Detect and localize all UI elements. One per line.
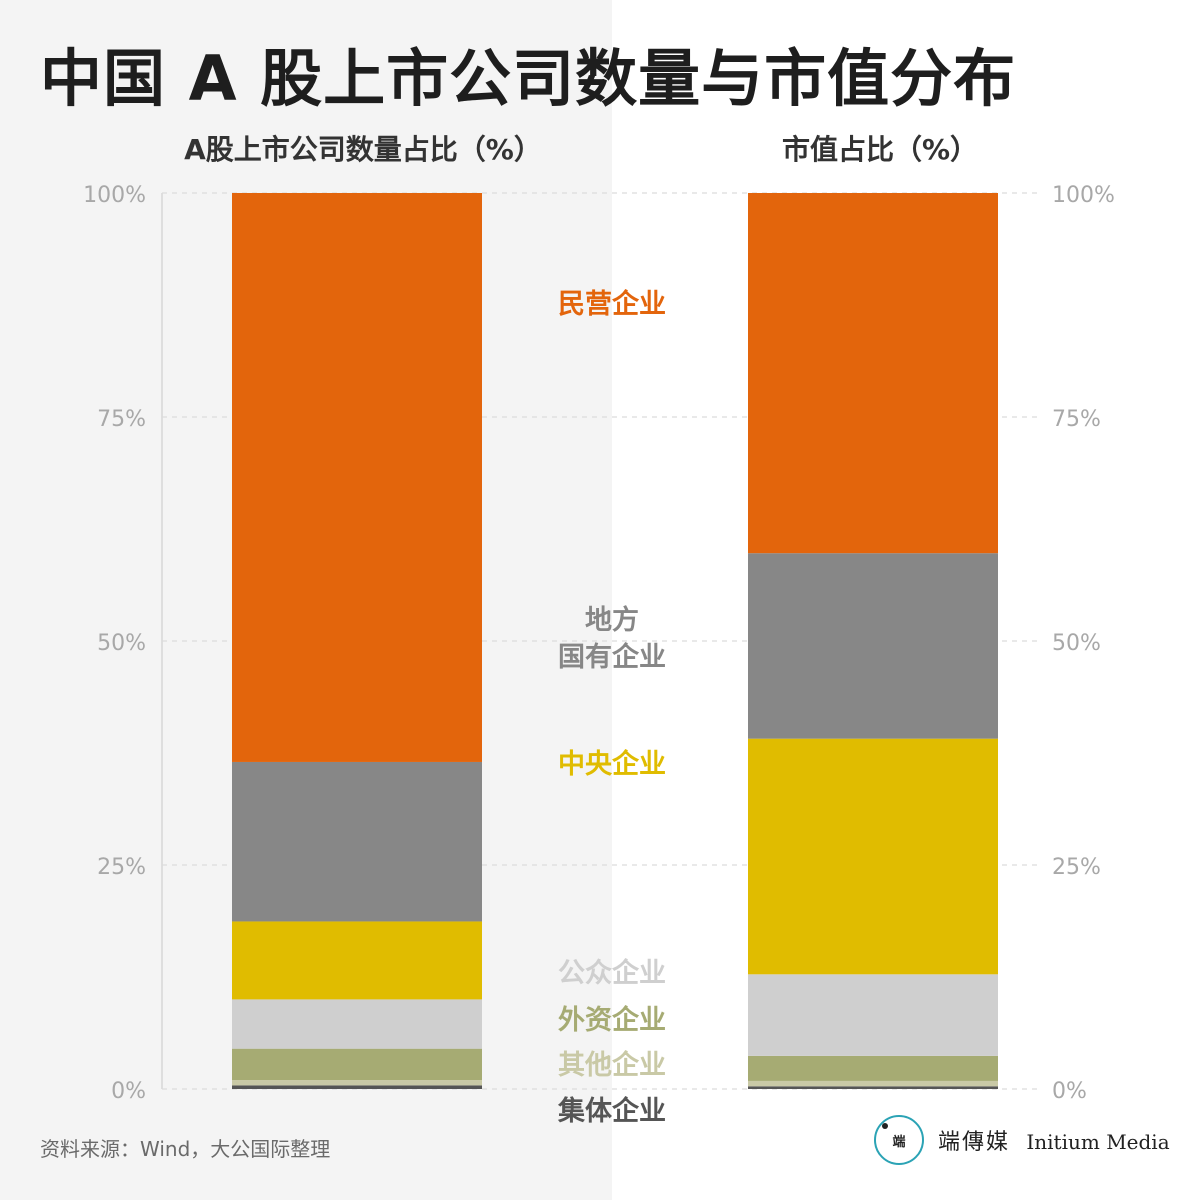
logo-mark-icon: 端	[874, 1115, 924, 1165]
bar-segment	[748, 1086, 998, 1089]
bar-segment	[232, 193, 482, 762]
legend-label: 公众企业	[558, 957, 666, 989]
initium-logo: 端 端傳媒 Initium Media	[874, 1112, 1170, 1168]
logo-name-cn: 端傳媒	[938, 1130, 1011, 1155]
bar-segment	[748, 1055, 998, 1081]
y-tick-label-left: 50%	[97, 631, 146, 656]
logo-mark-glyph: 端	[892, 1134, 906, 1150]
bar-segment	[232, 1085, 482, 1089]
logo-wordmark: 端傳媒 Initium Media	[938, 1124, 1170, 1156]
y-tick-label-right: 100%	[1052, 183, 1115, 208]
y-tick-label-left: 75%	[97, 407, 146, 432]
legend-label: 中央企业	[558, 748, 666, 780]
bar-segment	[232, 999, 482, 1049]
y-tick-label-left: 100%	[83, 183, 146, 208]
legend-label: 国有企业	[558, 641, 666, 673]
y-tick-label-right: 50%	[1052, 631, 1101, 656]
bar-segment	[748, 974, 998, 1056]
y-tick-label-right: 75%	[1052, 407, 1101, 432]
bar-segment	[748, 1080, 998, 1087]
y-tick-label-right: 25%	[1052, 855, 1101, 880]
legend-label: 地方	[585, 604, 639, 636]
bar-segment	[232, 921, 482, 1000]
subtitle-market-cap-share: 市值占比（%）	[781, 133, 979, 166]
legend-label: 其他企业	[558, 1049, 666, 1081]
chart-title: 中国 A 股上市公司数量与市值分布	[40, 42, 1017, 115]
bar-segment	[232, 1048, 482, 1081]
logo-name-en: Initium Media	[1026, 1130, 1170, 1154]
bar-segment	[748, 738, 998, 975]
subtitle-count-share: A股上市公司数量占比（%）	[184, 133, 542, 166]
legend-label: 集体企业	[557, 1095, 666, 1127]
bar-segment	[232, 1080, 482, 1086]
y-tick-label-right: 0%	[1052, 1079, 1087, 1104]
bar-segment	[232, 761, 482, 922]
y-tick-label-left: 0%	[111, 1079, 146, 1104]
legend-label: 民营企业	[558, 288, 666, 320]
bar-segment	[748, 193, 998, 554]
source-note: 资料来源：Wind，大公国际整理	[40, 1137, 331, 1161]
y-tick-label-left: 25%	[97, 855, 146, 880]
legend-label: 外资企业	[558, 1004, 666, 1036]
bar-segment	[748, 553, 998, 739]
